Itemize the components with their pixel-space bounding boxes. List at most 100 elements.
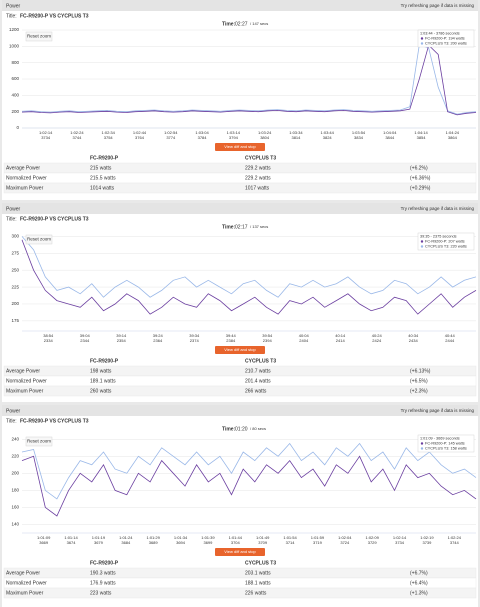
x-tick-time: 1:04:04 [383, 130, 397, 135]
x-tick-time: 39:44 [226, 333, 237, 338]
tooltip [417, 29, 475, 48]
x-tick-seconds: 3834 [354, 135, 364, 140]
x-tick-time: 1:02:24 [448, 535, 462, 540]
table-header: CYCPLUS T3 [245, 155, 276, 161]
table-row [3, 567, 477, 579]
reset-zoom-button[interactable] [25, 31, 53, 42]
section-title: Power [6, 408, 21, 414]
x-tick-time: 39:24 [153, 333, 164, 338]
x-tick-seconds: 2344 [80, 338, 90, 343]
table-cell: 188.1 watts [245, 580, 271, 586]
table-cell: Average Power [6, 368, 40, 374]
table-cell: (+6.5%) [410, 378, 428, 384]
reset-zoom-label[interactable]: Reset zoom [27, 237, 51, 242]
time-label: Time: [222, 224, 236, 230]
x-tick-seconds: 2444 [445, 338, 455, 343]
x-tick-time: 1:02:34 [102, 130, 116, 135]
tooltip-text: FC-R9200-P: 145 watts [425, 442, 465, 446]
x-tick-seconds: 3784 [198, 135, 208, 140]
table-cell: 1017 watts [245, 185, 270, 191]
diff-button[interactable] [215, 346, 265, 354]
series-line [21, 442, 477, 500]
section-title: Power [6, 3, 21, 9]
y-tick-label: 160 [11, 505, 19, 510]
x-tick-time: 1:01:24 [119, 535, 133, 540]
series-line [21, 239, 477, 315]
tooltip-dot [420, 240, 424, 243]
x-tick-time: 1:03:34 [289, 130, 303, 135]
panel-header [2, 405, 478, 416]
table-cell: 229.2 watts [245, 165, 271, 171]
diff-button-label[interactable]: View diff and stop [224, 549, 256, 554]
title: FC-R9200-P VS CYCPLUS T3 [20, 216, 89, 222]
reset-zoom-button[interactable] [25, 436, 53, 447]
table-header: CYCPLUS T3 [245, 560, 276, 566]
y-tick-label: 200 [11, 301, 19, 306]
x-tick-time: 40:34 [408, 333, 419, 338]
y-tick-label: 240 [11, 436, 19, 441]
tooltip-dot [420, 442, 424, 445]
y-tick-label: 225 [11, 284, 19, 289]
table-row [3, 365, 477, 377]
diff-button-label[interactable]: View diff and stop [224, 347, 256, 352]
table-cell: Average Power [6, 570, 40, 576]
x-tick-seconds: 3844 [385, 135, 395, 140]
table-cell: 223 watts [90, 590, 112, 596]
y-tick-label: 600 [11, 76, 19, 81]
series-line [21, 44, 477, 116]
y-tick-label: 1000 [9, 44, 20, 49]
table-cell: (+6.2%) [410, 165, 428, 171]
diff-button-label[interactable]: View diff and stop [224, 144, 256, 149]
x-tick-time: 39:34 [189, 333, 200, 338]
x-tick-time: 1:01:19 [92, 535, 106, 540]
x-tick-seconds: 3764 [135, 135, 145, 140]
table-cell: 1014 watts [90, 185, 115, 191]
reset-zoom-button[interactable] [25, 234, 53, 245]
table-cell: Normalized Power [6, 580, 47, 586]
x-tick-seconds: 3854 [417, 135, 427, 140]
table-row [3, 182, 477, 194]
x-tick-seconds: 2374 [190, 338, 200, 343]
x-tick-seconds: 3774 [166, 135, 176, 140]
x-tick-time: 1:02:09 [366, 535, 380, 540]
tooltip-text: CYCPLUS T3: 158 watts [425, 447, 467, 451]
tooltip-text: FC-R9200-P: 207 watts [425, 240, 465, 244]
y-tick-label: 275 [11, 250, 19, 255]
y-tick-label: 200 [11, 471, 19, 476]
x-tick-seconds: 3824 [323, 135, 333, 140]
table-cell: 198 watts [90, 368, 112, 374]
table-cell: 176.9 watts [90, 580, 116, 586]
x-tick-seconds: 3709 [258, 540, 268, 545]
table-cell: Normalized Power [6, 378, 47, 384]
table-row [3, 587, 477, 599]
time: 02:27 [235, 21, 248, 27]
y-tick-label: 200 [11, 109, 19, 114]
tooltip-text: 1:01:09 - 3669 seconds [420, 437, 460, 441]
x-tick-time: 1:03:44 [321, 130, 335, 135]
table-cell: 215 watts [90, 165, 112, 171]
table-header: FC-R9200-P [90, 155, 119, 161]
reset-zoom-label[interactable]: Reset zoom [27, 439, 51, 444]
x-tick-seconds: 3699 [203, 540, 213, 545]
table-cell: (+6.4%) [410, 580, 428, 586]
table-header: CYCPLUS T3 [245, 358, 276, 364]
x-tick-time: 39:54 [262, 333, 273, 338]
x-tick-seconds: 3804 [260, 135, 270, 140]
x-tick-time: 1:01:29 [147, 535, 161, 540]
y-tick-label: 180 [11, 488, 19, 493]
x-tick-time: 1:03:14 [227, 130, 241, 135]
x-tick-seconds: 3794 [229, 135, 239, 140]
x-tick-time: 1:03:24 [258, 130, 272, 135]
tooltip-dot [420, 245, 424, 248]
table-cell: (+2.3%) [410, 388, 428, 394]
x-tick-seconds: 3814 [291, 135, 301, 140]
x-tick-time: 1:04:24 [446, 130, 460, 135]
x-tick-time: 40:44 [445, 333, 456, 338]
x-tick-time: 1:04:14 [414, 130, 428, 135]
diff-button[interactable] [215, 548, 265, 556]
x-tick-seconds: 3669 [39, 540, 49, 545]
diff-button[interactable] [215, 143, 265, 151]
panel-header [2, 203, 478, 214]
reset-zoom-label[interactable]: Reset zoom [27, 34, 51, 39]
y-tick-label: 1200 [9, 27, 20, 32]
